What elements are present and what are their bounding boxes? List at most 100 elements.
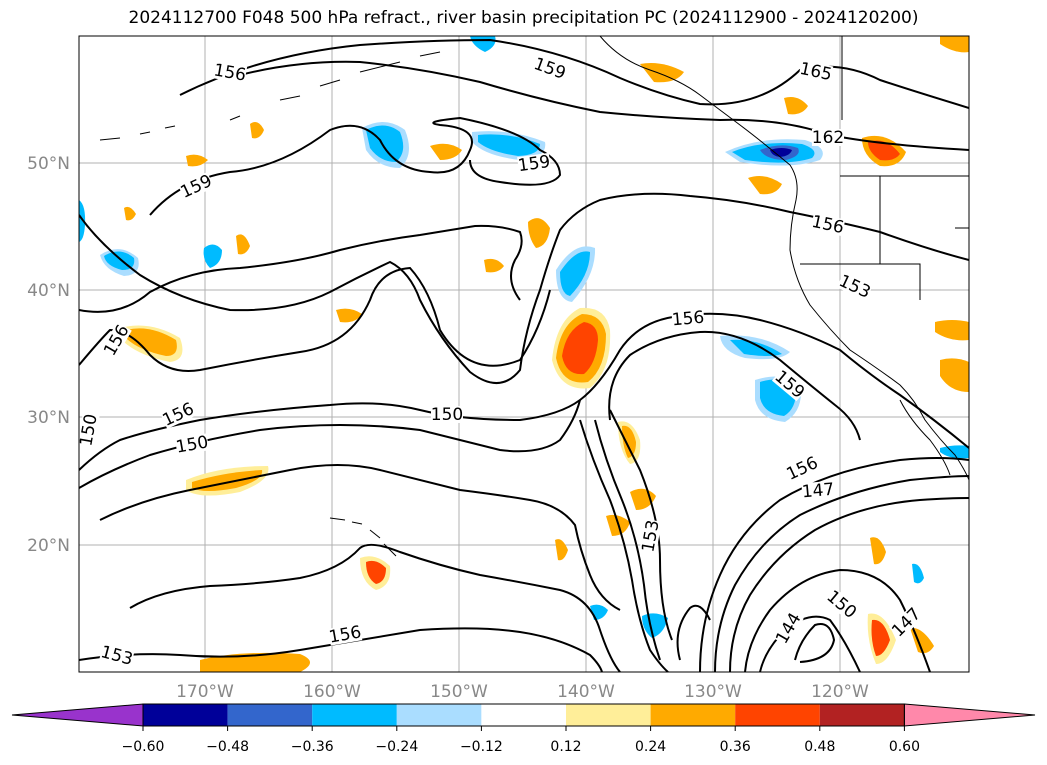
colorbar-extend-high: [903, 703, 1036, 727]
colorbar-segment: [143, 704, 228, 726]
contour-label-bg: [99, 643, 135, 668]
colorbar-segment: [396, 704, 482, 726]
contour-label: 159: [531, 54, 568, 84]
contour-label-bg: [431, 406, 463, 423]
negative-anomaly-patch: [770, 148, 792, 157]
colorbar-segment: [735, 704, 820, 726]
latitude-tick-label: 40°N: [27, 281, 70, 301]
contour-label-bg: [812, 129, 844, 146]
positive-anomaly-patch: [868, 140, 900, 161]
contour-label-bg: [671, 308, 705, 329]
hawaii-islands: [329, 517, 397, 557]
contour-label-bg: [889, 605, 924, 640]
contour-label-bg: [773, 610, 804, 647]
colorbar-extend-low: [11, 703, 144, 727]
longitude-tick-labels: 170°W 160°W 150°W 140°W 130°W 120°W: [176, 682, 869, 702]
negative-anomaly-patch: [560, 251, 590, 296]
colorbar-tick-label: −0.60: [122, 739, 165, 755]
positive-anomaly-patch: [748, 176, 782, 195]
contour-line: [594, 419, 661, 661]
contour-line: [676, 604, 711, 661]
colorbar-tick-label: −0.36: [291, 739, 334, 755]
colorbar-tick-label: −0.48: [206, 739, 249, 755]
contour-label-bg: [160, 399, 197, 429]
contour-label: 159: [517, 152, 552, 176]
longitude-tick-label: 150°W: [430, 682, 488, 702]
contour-label-bg: [639, 518, 662, 554]
positive-anomaly-patch: [871, 619, 890, 656]
latitude-tick-labels: 50°N 40°N 30°N 20°N: [27, 154, 70, 556]
positive-anomaly-patch: [126, 328, 177, 356]
positive-anomaly-patch: [562, 322, 598, 375]
contour-line: [79, 312, 969, 471]
positive-anomaly-patch: [200, 652, 310, 672]
positive-anomaly-patch: [940, 358, 969, 392]
contour-line: [79, 224, 523, 313]
colorbar-segment: [566, 704, 651, 726]
contour-label: 150: [76, 412, 101, 447]
colorbar-segment: [650, 704, 736, 726]
contour-line: [129, 543, 621, 672]
latitude-tick-label: 30°N: [27, 408, 70, 428]
positive-anomaly-patch: [430, 143, 462, 160]
negative-anomaly-patch: [642, 613, 668, 638]
contour-label: 153: [836, 271, 874, 303]
longitude-tick-label: 170°W: [176, 682, 234, 702]
negative-anomaly-patch: [470, 36, 496, 52]
positive-anomaly-patch: [236, 234, 250, 255]
colorbar-tick-label: 0.36: [720, 739, 751, 755]
colorbar-tick-label: −0.24: [375, 739, 418, 755]
contour-label-bg: [836, 271, 873, 301]
contour-label: 165: [798, 59, 834, 85]
contour-line: [579, 419, 669, 672]
colorbar-tick-label: 0.24: [635, 739, 666, 755]
colorbar-segment: [227, 704, 313, 726]
contour-label-bg: [823, 587, 860, 622]
negative-anomaly-patch: [912, 563, 924, 584]
state-border: [800, 263, 921, 300]
contour-line: [729, 497, 969, 672]
contour-label: 162: [812, 128, 844, 148]
contour-line: [179, 38, 969, 109]
contour-line: [79, 192, 969, 384]
positive-anomaly-patch: [528, 218, 550, 248]
contour-label-bg: [79, 412, 100, 448]
contour-label: 156: [159, 399, 197, 431]
positive-anomaly-patch: [555, 539, 568, 561]
positive-anomaly-patch: [336, 308, 362, 323]
coastlines: [99, 36, 969, 557]
map-title: 2024112700 F048 500 hPa refract., river …: [128, 8, 919, 28]
contour-label-bg: [174, 433, 210, 456]
colorbar-outline: [142, 703, 905, 727]
contour-label: 153: [98, 642, 135, 670]
map-frame: [78, 35, 970, 673]
negative-anomaly-patch: [203, 244, 222, 268]
positive-anomaly-patch: [124, 206, 136, 221]
contour-line: [608, 330, 861, 441]
baja-coast: [899, 399, 951, 476]
contour-label: 144: [772, 609, 806, 647]
contour-label: 150: [431, 405, 463, 425]
contour-line: [794, 623, 836, 663]
negative-anomaly-patch: [79, 200, 86, 242]
north-america-coastline: [599, 36, 969, 481]
contour-line: [79, 627, 603, 672]
contour-label: 150: [822, 587, 860, 623]
contour-label-bg: [801, 480, 835, 501]
refractivity-contours: [79, 38, 969, 672]
contour-line: [699, 457, 969, 672]
contour-label: 147: [801, 480, 835, 503]
colorbar-segment: [312, 704, 397, 726]
contour-label-bg: [327, 623, 363, 646]
contour-label-bg: [212, 61, 248, 84]
positive-anomaly-patch: [186, 154, 208, 167]
colorbar: −0.60 −0.48 −0.36 −0.24 −0.12 0.12 0.24 0.36 0.4…: [11, 703, 1036, 755]
longitude-tick-label: 160°W: [303, 682, 361, 702]
aleutian-islands: [99, 51, 441, 141]
colorbar-tick-label: 0.60: [889, 739, 920, 755]
positive-anomaly-patch: [484, 258, 504, 273]
contour-label-bg: [101, 322, 132, 359]
contour-line: [239, 60, 969, 151]
contour-line: [149, 116, 562, 216]
